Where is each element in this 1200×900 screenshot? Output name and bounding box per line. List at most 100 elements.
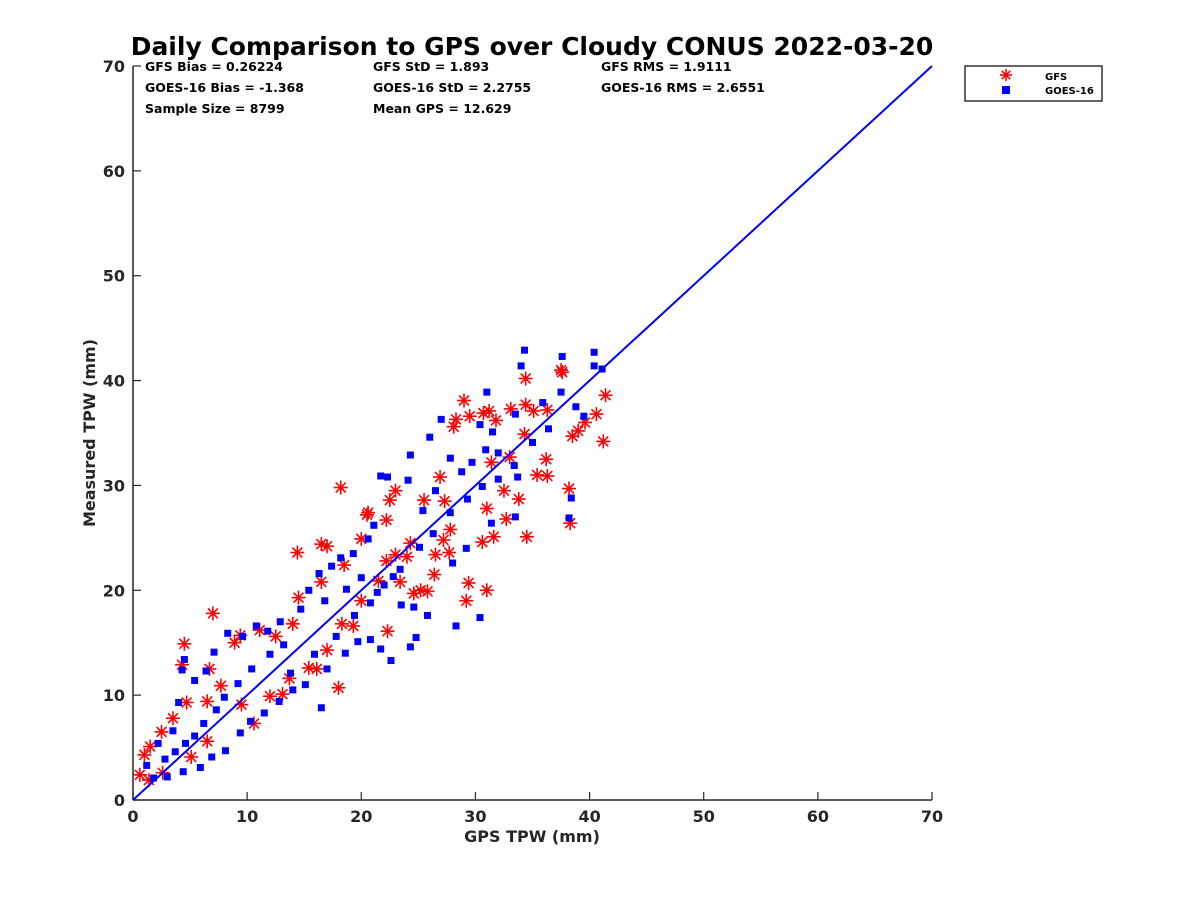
gfs-point <box>526 403 541 418</box>
goes16-point <box>161 755 169 763</box>
goes16-point <box>437 415 445 423</box>
gfs-point <box>184 750 199 765</box>
gfs-point <box>268 629 283 644</box>
goes16-point <box>412 633 420 641</box>
gfs-point <box>337 558 352 573</box>
gfs-point <box>213 678 228 693</box>
goes16-point <box>482 446 490 454</box>
gfs-point <box>511 492 526 507</box>
gfs-point <box>417 493 432 508</box>
goes16-point <box>287 669 295 677</box>
goes16-point <box>349 550 357 558</box>
gfs-point <box>227 635 242 650</box>
gfs-point <box>427 567 442 582</box>
gfs-point <box>457 393 472 408</box>
goes16-point <box>580 412 588 420</box>
x-tick-label: 60 <box>807 807 829 826</box>
legend-gfs-label: GFS <box>1045 72 1067 83</box>
y-ticks: 0 10 20 30 40 50 60 70 <box>103 57 141 810</box>
goes16-point <box>487 519 495 527</box>
x-tick-label: 0 <box>127 807 138 826</box>
gfs-point <box>482 403 497 418</box>
goes16-point <box>163 773 171 781</box>
goes16-point <box>210 648 218 656</box>
goes16-point <box>544 425 552 433</box>
goes16-point <box>366 636 374 644</box>
goes16-point <box>494 475 502 483</box>
goes16-point <box>328 562 336 570</box>
gfs-point <box>496 483 511 498</box>
gfs-point <box>334 616 349 631</box>
stat-text: GOES-16 RMS = 2.6551 <box>601 80 765 95</box>
goes16-point <box>178 666 186 674</box>
goes16-point <box>476 421 484 429</box>
goes16-point <box>200 719 208 727</box>
goes16-point <box>179 768 187 776</box>
goes16-point <box>419 507 427 515</box>
y-tick-label: 30 <box>103 476 125 495</box>
gfs-point <box>562 481 577 496</box>
goes16-point <box>489 428 497 436</box>
series-goes16 <box>143 346 606 782</box>
goes16-point <box>260 709 268 717</box>
goes16-point <box>180 655 188 663</box>
gfs-point <box>446 419 461 434</box>
goes16-point <box>208 753 216 761</box>
gfs-point <box>320 539 335 554</box>
gfs-point <box>540 468 555 483</box>
goes16-point <box>323 665 331 673</box>
stat-text: Sample Size = 8799 <box>145 101 285 116</box>
x-tick-label: 20 <box>350 807 372 826</box>
series-gfs <box>132 363 613 788</box>
goes16-point <box>426 433 434 441</box>
goes16-point <box>406 451 414 459</box>
goes16-point <box>350 611 358 619</box>
gfs-point <box>399 549 414 564</box>
goes16-point <box>357 574 365 582</box>
goes16-point <box>202 667 210 675</box>
goes16-point <box>558 352 566 360</box>
x-ticks: 0 10 20 30 40 50 60 70 <box>127 792 943 826</box>
goes16-point <box>247 717 255 725</box>
x-axis-label: GPS TPW (mm) <box>464 827 600 846</box>
goes16-point <box>221 747 229 755</box>
gfs-point <box>436 532 451 547</box>
goes16-point <box>423 611 431 619</box>
goes16-point <box>494 449 502 457</box>
goes16-point <box>275 697 283 705</box>
goes16-point <box>169 727 177 735</box>
gfs-point <box>517 427 532 442</box>
gfs-point <box>154 724 169 739</box>
gfs-point <box>380 624 395 639</box>
y-axis-label: Measured TPW (mm) <box>80 339 99 527</box>
goes16-point <box>154 739 162 747</box>
goes16-point <box>248 665 256 673</box>
goes16-point <box>377 645 385 653</box>
goes16-point <box>476 614 484 622</box>
goes16-point <box>539 399 547 407</box>
stat-text: GOES-16 StD = 2.2755 <box>373 80 531 95</box>
gfs-point <box>346 618 361 633</box>
stat-text: GOES-16 Bias = -1.368 <box>145 80 304 95</box>
gfs-point <box>379 513 394 528</box>
goes16-point <box>446 509 454 517</box>
gfs-point <box>462 409 477 424</box>
gfs-point <box>165 711 180 726</box>
goes16-point <box>182 739 190 747</box>
goes16-point <box>310 650 318 658</box>
gfs-point <box>359 507 374 522</box>
goes16-point <box>264 627 272 635</box>
goes16-point <box>396 565 404 573</box>
gfs-point <box>205 606 220 621</box>
goes16-point <box>305 586 313 594</box>
gfs-point <box>137 747 152 762</box>
goes16-point <box>175 698 183 706</box>
gfs-point <box>475 535 490 550</box>
legend-goes16-label: GOES-16 <box>1045 86 1094 97</box>
gfs-point <box>461 575 476 590</box>
gfs-point <box>518 397 533 412</box>
goes16-point <box>266 650 274 658</box>
goes16-point <box>446 454 454 462</box>
goes16-point <box>429 530 437 538</box>
goes16-point <box>389 573 397 581</box>
